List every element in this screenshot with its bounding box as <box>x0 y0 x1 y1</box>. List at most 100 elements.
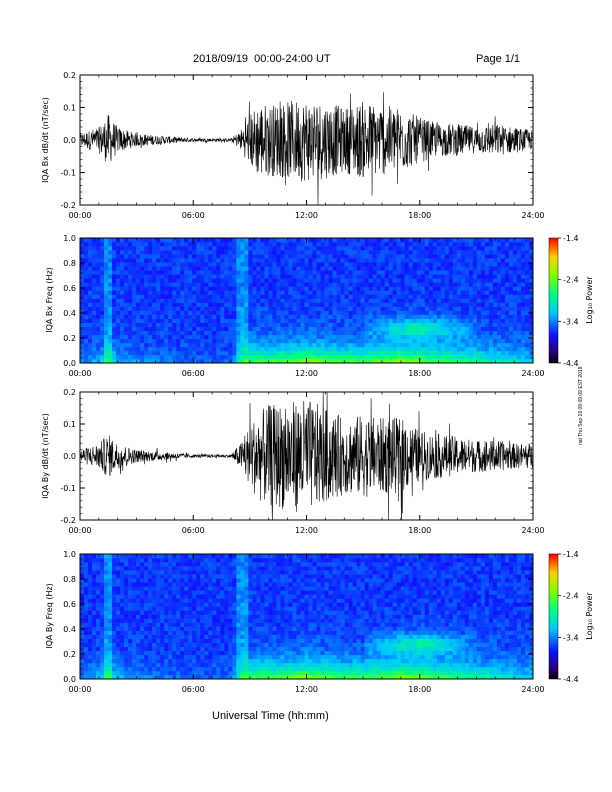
spectrogram-cell <box>132 262 137 267</box>
spectrogram-cell <box>84 322 89 328</box>
spectrogram-cell <box>144 266 149 271</box>
spectrogram-cell <box>216 666 221 672</box>
spectrogram-cell <box>392 250 397 255</box>
spectrogram-cell <box>124 598 129 603</box>
spectrogram-cell <box>516 250 522 255</box>
spectrogram-cell <box>168 646 173 652</box>
spectrogram-cell <box>316 318 321 323</box>
spectrogram-cell <box>152 326 157 332</box>
spectrogram-cell <box>348 290 353 295</box>
spectrogram-cell <box>108 282 113 287</box>
spectrogram-cell <box>520 306 526 311</box>
spectrogram-cell <box>524 258 530 263</box>
spectrogram-cell <box>208 358 213 364</box>
spectrogram-cell <box>168 650 173 656</box>
spectrogram-cell <box>132 290 137 295</box>
spectrogram-cell <box>284 282 289 287</box>
spectrogram-cell <box>460 318 466 323</box>
spectrogram-cell <box>380 266 385 271</box>
spectrogram-cell <box>444 354 450 360</box>
spectrogram-cell <box>424 274 430 279</box>
spectrogram-cell <box>476 246 482 251</box>
spectrogram-cell <box>304 346 309 352</box>
spectrogram-cell <box>208 666 213 672</box>
spectrogram-cell <box>380 242 385 247</box>
spectrogram-cell <box>464 334 470 340</box>
spectrogram-cell <box>156 566 161 571</box>
spectrogram-cell <box>432 338 438 344</box>
spectrogram-cell <box>104 246 109 251</box>
spectrogram-cell <box>288 242 293 247</box>
spectrogram-cell <box>316 338 321 344</box>
spectrogram-cell <box>340 322 345 328</box>
spectrogram-cell <box>108 626 113 631</box>
spectrogram-cell <box>232 314 237 319</box>
spectrogram-cell <box>412 290 418 295</box>
spectrogram-cell <box>316 238 321 243</box>
spectrogram-cell <box>208 354 213 360</box>
spectrogram-cell <box>200 626 205 631</box>
spectrogram-cell <box>388 290 393 295</box>
spectrogram-cell <box>332 266 337 271</box>
spectrogram-cell <box>244 250 249 255</box>
spectrogram-cell <box>176 618 181 623</box>
spectrogram-cell <box>204 594 209 599</box>
spectrogram-cell <box>164 582 169 587</box>
spectrogram-cell <box>388 250 393 255</box>
spectrogram-cell <box>504 338 510 344</box>
spectrogram-cell <box>156 598 161 603</box>
spectrogram-cell <box>412 354 418 360</box>
spectrogram-cell <box>80 286 85 291</box>
spectrogram-cell <box>216 582 221 587</box>
spectrogram-cell <box>456 330 462 336</box>
spectrogram-cell <box>184 594 189 599</box>
spectrogram-cell <box>300 294 305 299</box>
spectrogram-cell <box>300 330 305 336</box>
spectrogram-cell <box>436 298 442 303</box>
spectrogram-cell <box>492 254 498 259</box>
spectrogram-cell <box>260 338 265 344</box>
spectrogram-cell <box>320 274 325 279</box>
spectrogram-cell <box>184 294 189 299</box>
spectrogram-cell <box>496 254 502 259</box>
spectrogram-cell <box>276 306 281 311</box>
spectrogram-cell <box>500 246 506 251</box>
spectrogram-cell <box>240 330 245 336</box>
spectrogram-cell <box>464 346 470 352</box>
spectrogram-cell <box>416 350 422 356</box>
spectrogram-cell <box>120 250 125 255</box>
spectrogram-cell <box>80 590 85 595</box>
spectrogram-cell <box>284 322 289 328</box>
spectrogram-cell <box>368 290 373 295</box>
spectrogram-cell <box>168 266 173 271</box>
spectrogram-cell <box>212 622 217 627</box>
spectrogram-cell <box>144 262 149 267</box>
spectrogram-cell <box>200 638 205 644</box>
spectrogram-cell <box>284 302 289 307</box>
spectrogram-cell <box>92 334 97 340</box>
spectrogram-cell <box>128 274 133 279</box>
spectrogram-cell <box>372 282 377 287</box>
spectrogram-cell <box>156 610 161 615</box>
spectrogram-cell <box>472 322 478 328</box>
spectrogram-cell <box>328 278 333 283</box>
spectrogram-cell <box>264 302 269 307</box>
spectrogram-cell <box>352 246 357 251</box>
spectrogram-cell <box>244 322 249 328</box>
spectrogram-cell <box>144 330 149 336</box>
spectrogram-cell <box>472 354 478 360</box>
spectrogram-cell <box>332 354 337 360</box>
spectrogram-cell <box>488 294 494 299</box>
spectrogram-cell <box>440 250 446 255</box>
spectrogram-cell <box>340 346 345 352</box>
spectrogram-cell <box>164 554 169 559</box>
spectrogram-cell <box>308 330 313 336</box>
spectrogram-cell <box>84 666 89 672</box>
spectrogram-cell <box>352 294 357 299</box>
spectrogram-cell <box>172 610 177 615</box>
spectrogram-cell <box>112 354 117 360</box>
spectrogram-cell <box>156 306 161 311</box>
spectrogram-cell <box>96 354 101 360</box>
spectrogram-cell <box>392 330 397 336</box>
spectrogram-cell <box>88 590 93 595</box>
